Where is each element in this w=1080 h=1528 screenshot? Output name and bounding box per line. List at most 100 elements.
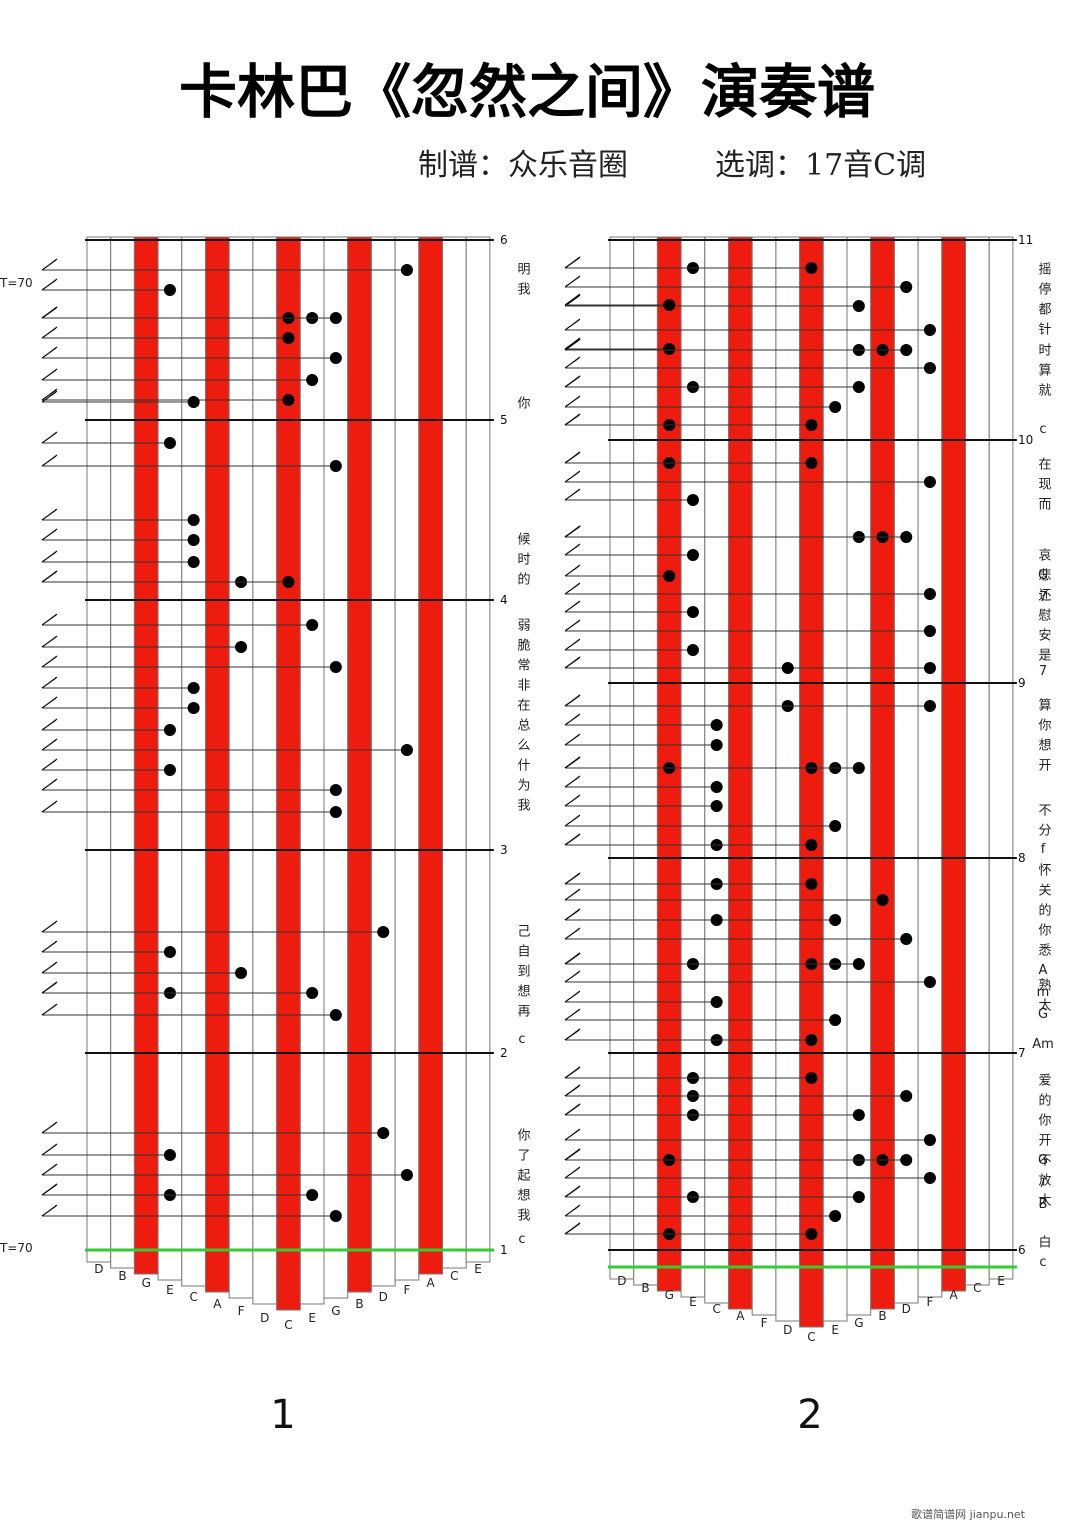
note [900,281,913,293]
rhythm-flag [41,981,58,994]
rhythm-flag [564,888,581,901]
key-label: D [379,1290,388,1304]
rhythm-flag [564,713,581,726]
measure-number: 8 [1018,851,1026,865]
note [163,764,176,776]
lyric: c [518,1032,525,1047]
rhythm-flag [564,395,581,408]
note [805,1072,818,1084]
note [187,556,200,568]
key-label: D [902,1302,911,1316]
lyric: 悲还慰安是 [1036,567,1052,668]
key [323,236,349,1299]
rhythm-flag [41,1121,58,1134]
note [329,1210,342,1222]
note [686,606,699,618]
lyric: 白c [1036,1234,1051,1277]
note [187,702,200,714]
key-label: E [831,1323,839,1337]
key [704,236,729,1304]
note [829,401,842,413]
note [923,1172,936,1184]
lyric: 时算就 [1036,343,1052,403]
key [465,236,491,1263]
note [710,996,723,1008]
note [900,933,913,945]
note [663,570,676,582]
note [187,682,200,694]
rhythm-flag [564,814,581,827]
rhythm-flag [41,738,58,751]
key-label: B [355,1297,363,1311]
rhythm-flag [564,775,581,788]
key [633,236,658,1286]
rhythm-flag [41,258,58,271]
rhythm-flag [564,375,581,388]
rhythm-flag [41,306,58,319]
note [805,262,818,274]
note [306,619,319,631]
note [829,1210,842,1222]
page-number: 1 [270,1392,295,1438]
rhythm-flag [564,1103,581,1116]
note [805,839,818,851]
note [306,987,319,999]
rhythm-flag [41,676,58,689]
note [329,661,342,673]
key-info: 选调：17音C调 [715,148,926,183]
key-label: A [736,1309,745,1323]
tempo: T=70 [0,1241,33,1255]
rhythm-flag [564,619,581,632]
rhythm-flag [564,1084,581,1097]
lyric: 你了起想我 [515,1128,531,1228]
key [394,236,420,1281]
note [923,976,936,988]
lyric: 怀关的你悉AmG [1036,863,1052,1029]
page-number: 2 [797,1392,822,1438]
rhythm-flag [564,1028,581,1041]
note [805,1034,818,1046]
rhythm-flag [564,1222,581,1235]
note [852,762,865,774]
rhythm-flag [41,550,58,563]
note [923,662,936,674]
rhythm-flag [41,961,58,974]
rhythm-flag [41,940,58,953]
rhythm-flag [41,718,58,731]
note [805,1228,818,1240]
note [923,1134,936,1146]
rhythm-flag [41,390,58,403]
key [157,236,183,1281]
rhythm-flag [41,696,58,709]
key [728,236,753,1310]
rhythm-flag [564,927,581,940]
note [829,1014,842,1026]
lyric: 候时的 [515,532,531,592]
note [923,700,936,712]
key [870,236,895,1310]
note [329,784,342,796]
key [181,236,207,1287]
lyric: 不放太 [1036,1153,1052,1213]
key-label: C [189,1290,197,1304]
note [686,549,699,561]
note [805,457,818,469]
measure-number: 3 [500,843,508,857]
lyric: 7 [1039,664,1047,679]
rhythm-flag [41,1143,58,1156]
key-label: F [926,1295,933,1309]
rhythm-flag [564,1128,581,1141]
rhythm-flag [564,694,581,707]
rhythm-flag [564,600,581,613]
note [163,724,176,736]
watermark: 歌谱简谱网 jianpu.net [911,1507,1026,1521]
rhythm-flag [564,275,581,288]
rhythm-flag [564,833,581,846]
key-label: G [854,1316,863,1330]
key-label: A [950,1288,959,1302]
note [187,514,200,526]
note [852,1191,865,1203]
key [252,236,278,1305]
lyric: 爱的你开G/B [1036,1073,1052,1219]
rhythm-flag [564,294,581,307]
